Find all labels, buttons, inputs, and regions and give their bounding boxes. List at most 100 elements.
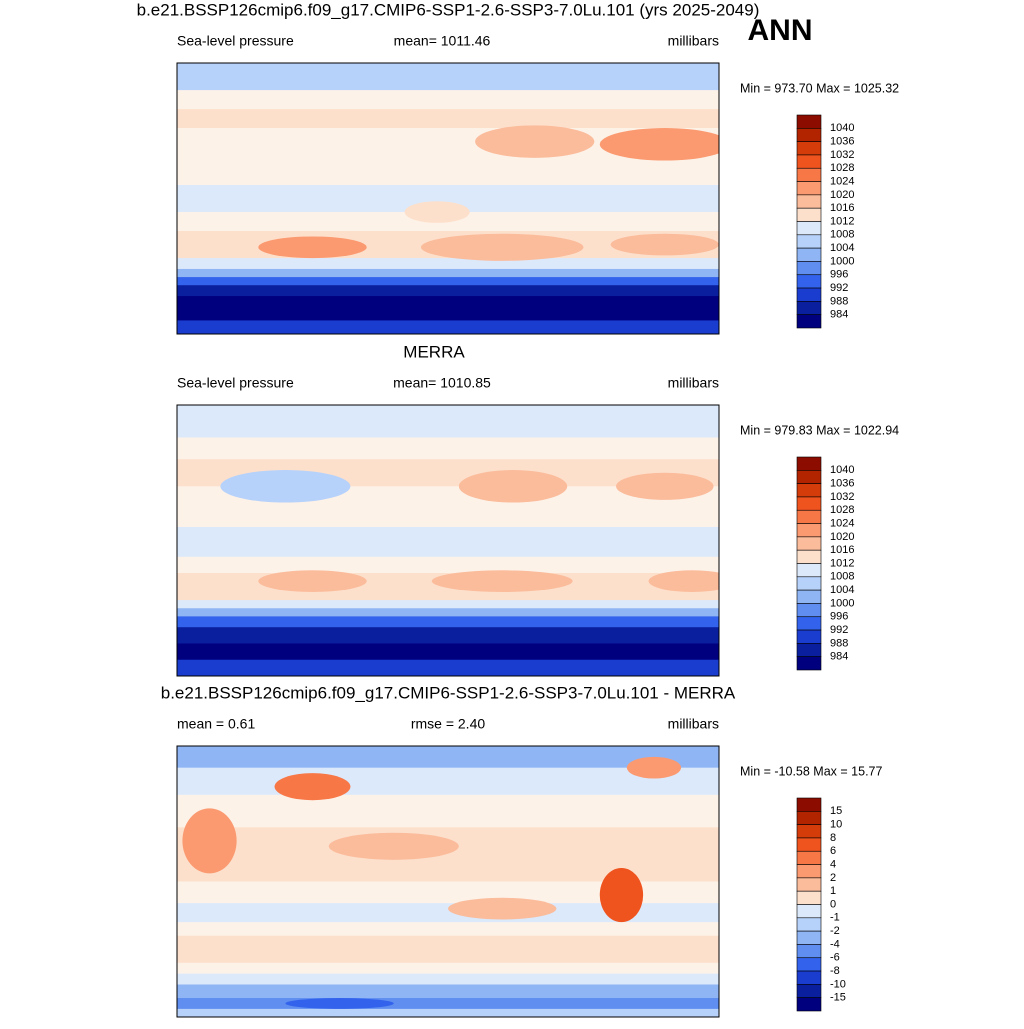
colorbar-box bbox=[796, 957, 822, 972]
colorbar-box bbox=[796, 629, 822, 644]
contour-band bbox=[177, 903, 719, 924]
colorbar-label: 1020 bbox=[830, 189, 854, 201]
colorbar-box bbox=[796, 616, 822, 631]
colorbar-label: 1008 bbox=[830, 229, 854, 241]
contour-cell bbox=[648, 570, 719, 592]
colorbar-label: 1012 bbox=[830, 215, 854, 227]
colorbar-label: -10 bbox=[830, 978, 846, 990]
colorbar-label: 1032 bbox=[830, 491, 854, 503]
colorbar-label: 992 bbox=[830, 282, 848, 294]
colorbar-box bbox=[796, 221, 822, 236]
contour-band bbox=[177, 643, 719, 661]
colorbar-box bbox=[796, 314, 822, 329]
contour-band bbox=[177, 794, 719, 829]
colorbar-label: 988 bbox=[830, 295, 848, 307]
colorbar-label: -1 bbox=[830, 912, 840, 924]
map bbox=[176, 62, 720, 335]
contour-band bbox=[177, 320, 719, 334]
contour-cell bbox=[285, 998, 394, 1009]
colorbar-label: 1024 bbox=[830, 517, 854, 529]
colorbar-box bbox=[796, 167, 822, 182]
colorbar-label: 1036 bbox=[830, 136, 854, 148]
colorbar-label: 988 bbox=[830, 637, 848, 649]
colorbar-box bbox=[796, 234, 822, 249]
contour-band bbox=[177, 608, 719, 618]
colorbar-label: 4 bbox=[830, 858, 836, 870]
contour-cell bbox=[448, 897, 557, 920]
contour-band bbox=[177, 277, 719, 287]
colorbar-box bbox=[796, 877, 822, 892]
colorbar-label: 1024 bbox=[830, 175, 854, 187]
colorbar-label: 1032 bbox=[830, 149, 854, 161]
contour-band bbox=[177, 659, 719, 676]
contour-band bbox=[177, 935, 719, 964]
left-label: mean = 0.61 bbox=[177, 716, 255, 732]
contour-cell bbox=[431, 570, 573, 592]
colorbar-label: 1008 bbox=[830, 571, 854, 583]
map-frame bbox=[176, 404, 720, 677]
colorbar-box bbox=[796, 141, 822, 156]
right-label: millibars bbox=[668, 375, 719, 391]
colorbar-box bbox=[796, 496, 822, 511]
colorbar-box bbox=[796, 261, 822, 276]
right-label: millibars bbox=[668, 33, 719, 49]
contour-band bbox=[177, 526, 719, 558]
left-label: Sea-level pressure bbox=[177, 375, 294, 391]
colorbar-box bbox=[796, 797, 822, 812]
colorbar-label: 1004 bbox=[830, 584, 854, 596]
contour-band bbox=[177, 296, 719, 322]
colorbar-box bbox=[796, 890, 822, 905]
colorbar-label: 1028 bbox=[830, 504, 854, 516]
colorbar-box bbox=[796, 483, 822, 498]
contour-cell bbox=[220, 470, 351, 503]
contour-band bbox=[177, 285, 719, 298]
colorbar-label: 1040 bbox=[830, 464, 854, 476]
contour-band bbox=[177, 998, 719, 1010]
colorbar-label: 984 bbox=[830, 309, 848, 321]
colorbar-label: 996 bbox=[830, 269, 848, 281]
colorbar-label: 1 bbox=[830, 885, 836, 897]
colorbar-label: -4 bbox=[830, 938, 840, 950]
contour-cell bbox=[599, 867, 644, 923]
colorbar-box bbox=[796, 997, 822, 1012]
colorbar-box bbox=[796, 154, 822, 169]
min-max: Min = -10.58 Max = 15.77 bbox=[740, 764, 882, 778]
colorbar-box bbox=[796, 194, 822, 209]
colorbar-label: 984 bbox=[830, 651, 848, 663]
colorbar-label: 2 bbox=[830, 872, 836, 884]
field bbox=[177, 63, 719, 334]
colorbar-label: 996 bbox=[830, 611, 848, 623]
colorbar-label: 0 bbox=[830, 898, 836, 910]
contour-cell bbox=[610, 233, 719, 256]
contour-band bbox=[177, 767, 719, 796]
colorbar-label: 1016 bbox=[830, 202, 854, 214]
contour-band bbox=[177, 600, 719, 610]
colorbar-label: 8 bbox=[830, 832, 836, 844]
season-label: ANN bbox=[748, 14, 813, 47]
contour-cell bbox=[626, 756, 682, 779]
contour-band bbox=[177, 405, 719, 439]
colorbar-label: 1016 bbox=[830, 544, 854, 556]
colorbar-label: 1040 bbox=[830, 122, 854, 134]
contour-band bbox=[177, 627, 719, 645]
colorbar-label: 6 bbox=[830, 845, 836, 857]
contour-cell bbox=[475, 125, 595, 158]
contour-cell bbox=[616, 472, 714, 500]
colorbar-box bbox=[796, 643, 822, 657]
colorbar-box bbox=[796, 811, 822, 825]
colorbar-box bbox=[796, 509, 822, 524]
contour-band bbox=[177, 437, 719, 461]
field bbox=[177, 405, 719, 676]
contour-band bbox=[177, 962, 719, 975]
colorbar-box bbox=[796, 864, 822, 879]
min-max: Min = 979.83 Max = 1022.94 bbox=[740, 423, 899, 437]
colorbar-box bbox=[796, 930, 822, 945]
map-frame bbox=[176, 745, 720, 1018]
contour-band bbox=[177, 746, 719, 769]
contour-cell bbox=[258, 570, 367, 592]
colorbar-box bbox=[796, 247, 822, 262]
colorbar-box bbox=[796, 984, 822, 998]
map-frame bbox=[176, 62, 720, 335]
